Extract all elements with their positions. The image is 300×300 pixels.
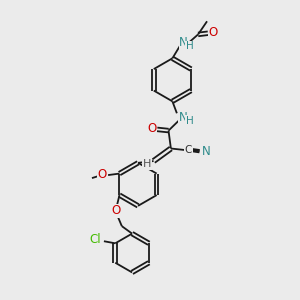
- Text: O: O: [111, 204, 121, 218]
- Text: O: O: [98, 168, 107, 181]
- Text: Cl: Cl: [90, 232, 101, 246]
- Text: N: N: [179, 111, 188, 124]
- Text: H: H: [143, 159, 151, 169]
- Text: N: N: [202, 145, 211, 158]
- Text: C: C: [184, 145, 192, 155]
- Text: N: N: [179, 36, 188, 49]
- Text: O: O: [209, 26, 218, 39]
- Text: H: H: [186, 41, 194, 51]
- Text: O: O: [147, 122, 156, 135]
- Text: H: H: [186, 116, 194, 126]
